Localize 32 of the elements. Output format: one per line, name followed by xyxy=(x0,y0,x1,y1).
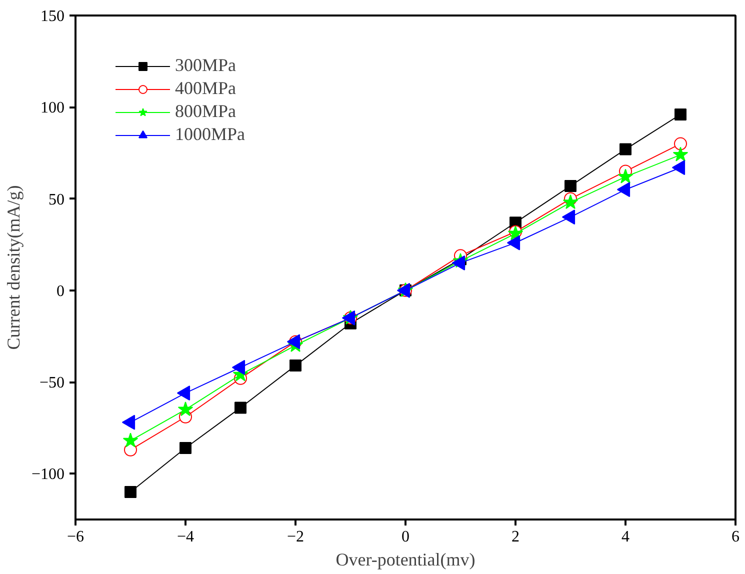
legend-label: 1000MPa xyxy=(175,124,246,145)
point xyxy=(234,402,246,414)
point xyxy=(620,143,632,156)
point xyxy=(122,432,138,448)
legend-label: 400MPa xyxy=(175,78,236,99)
point xyxy=(674,137,687,150)
x-tick-label: 0 xyxy=(402,528,410,546)
point xyxy=(672,146,688,162)
x-tick-label: −6 xyxy=(66,528,84,546)
y-tick-label: −100 xyxy=(31,466,65,484)
y-axis-title: Current density(mA/g) xyxy=(3,185,24,350)
x-axis-title: Over-potential(mv) xyxy=(336,550,476,570)
point xyxy=(674,108,686,120)
x-tick-label: 2 xyxy=(512,528,520,546)
x-tick-label: −4 xyxy=(176,528,194,546)
y-tick-label: 50 xyxy=(48,191,64,208)
y-tick-label: 150 xyxy=(40,8,64,25)
x-tick-label: 6 xyxy=(732,528,740,546)
y-tick-label: 0 xyxy=(56,282,64,300)
legend-label: 300MPa xyxy=(175,55,236,76)
point xyxy=(618,168,634,184)
point xyxy=(562,194,578,210)
y-tick-label: 100 xyxy=(40,100,64,117)
point xyxy=(290,360,302,372)
legend-label: 800MPa xyxy=(175,101,236,122)
point xyxy=(564,180,576,192)
point xyxy=(124,486,136,498)
point xyxy=(180,442,192,454)
y-tick-label: −50 xyxy=(39,374,65,392)
x-tick-label: 4 xyxy=(622,528,630,546)
point xyxy=(178,402,194,416)
x-tick-label: −2 xyxy=(286,528,304,546)
